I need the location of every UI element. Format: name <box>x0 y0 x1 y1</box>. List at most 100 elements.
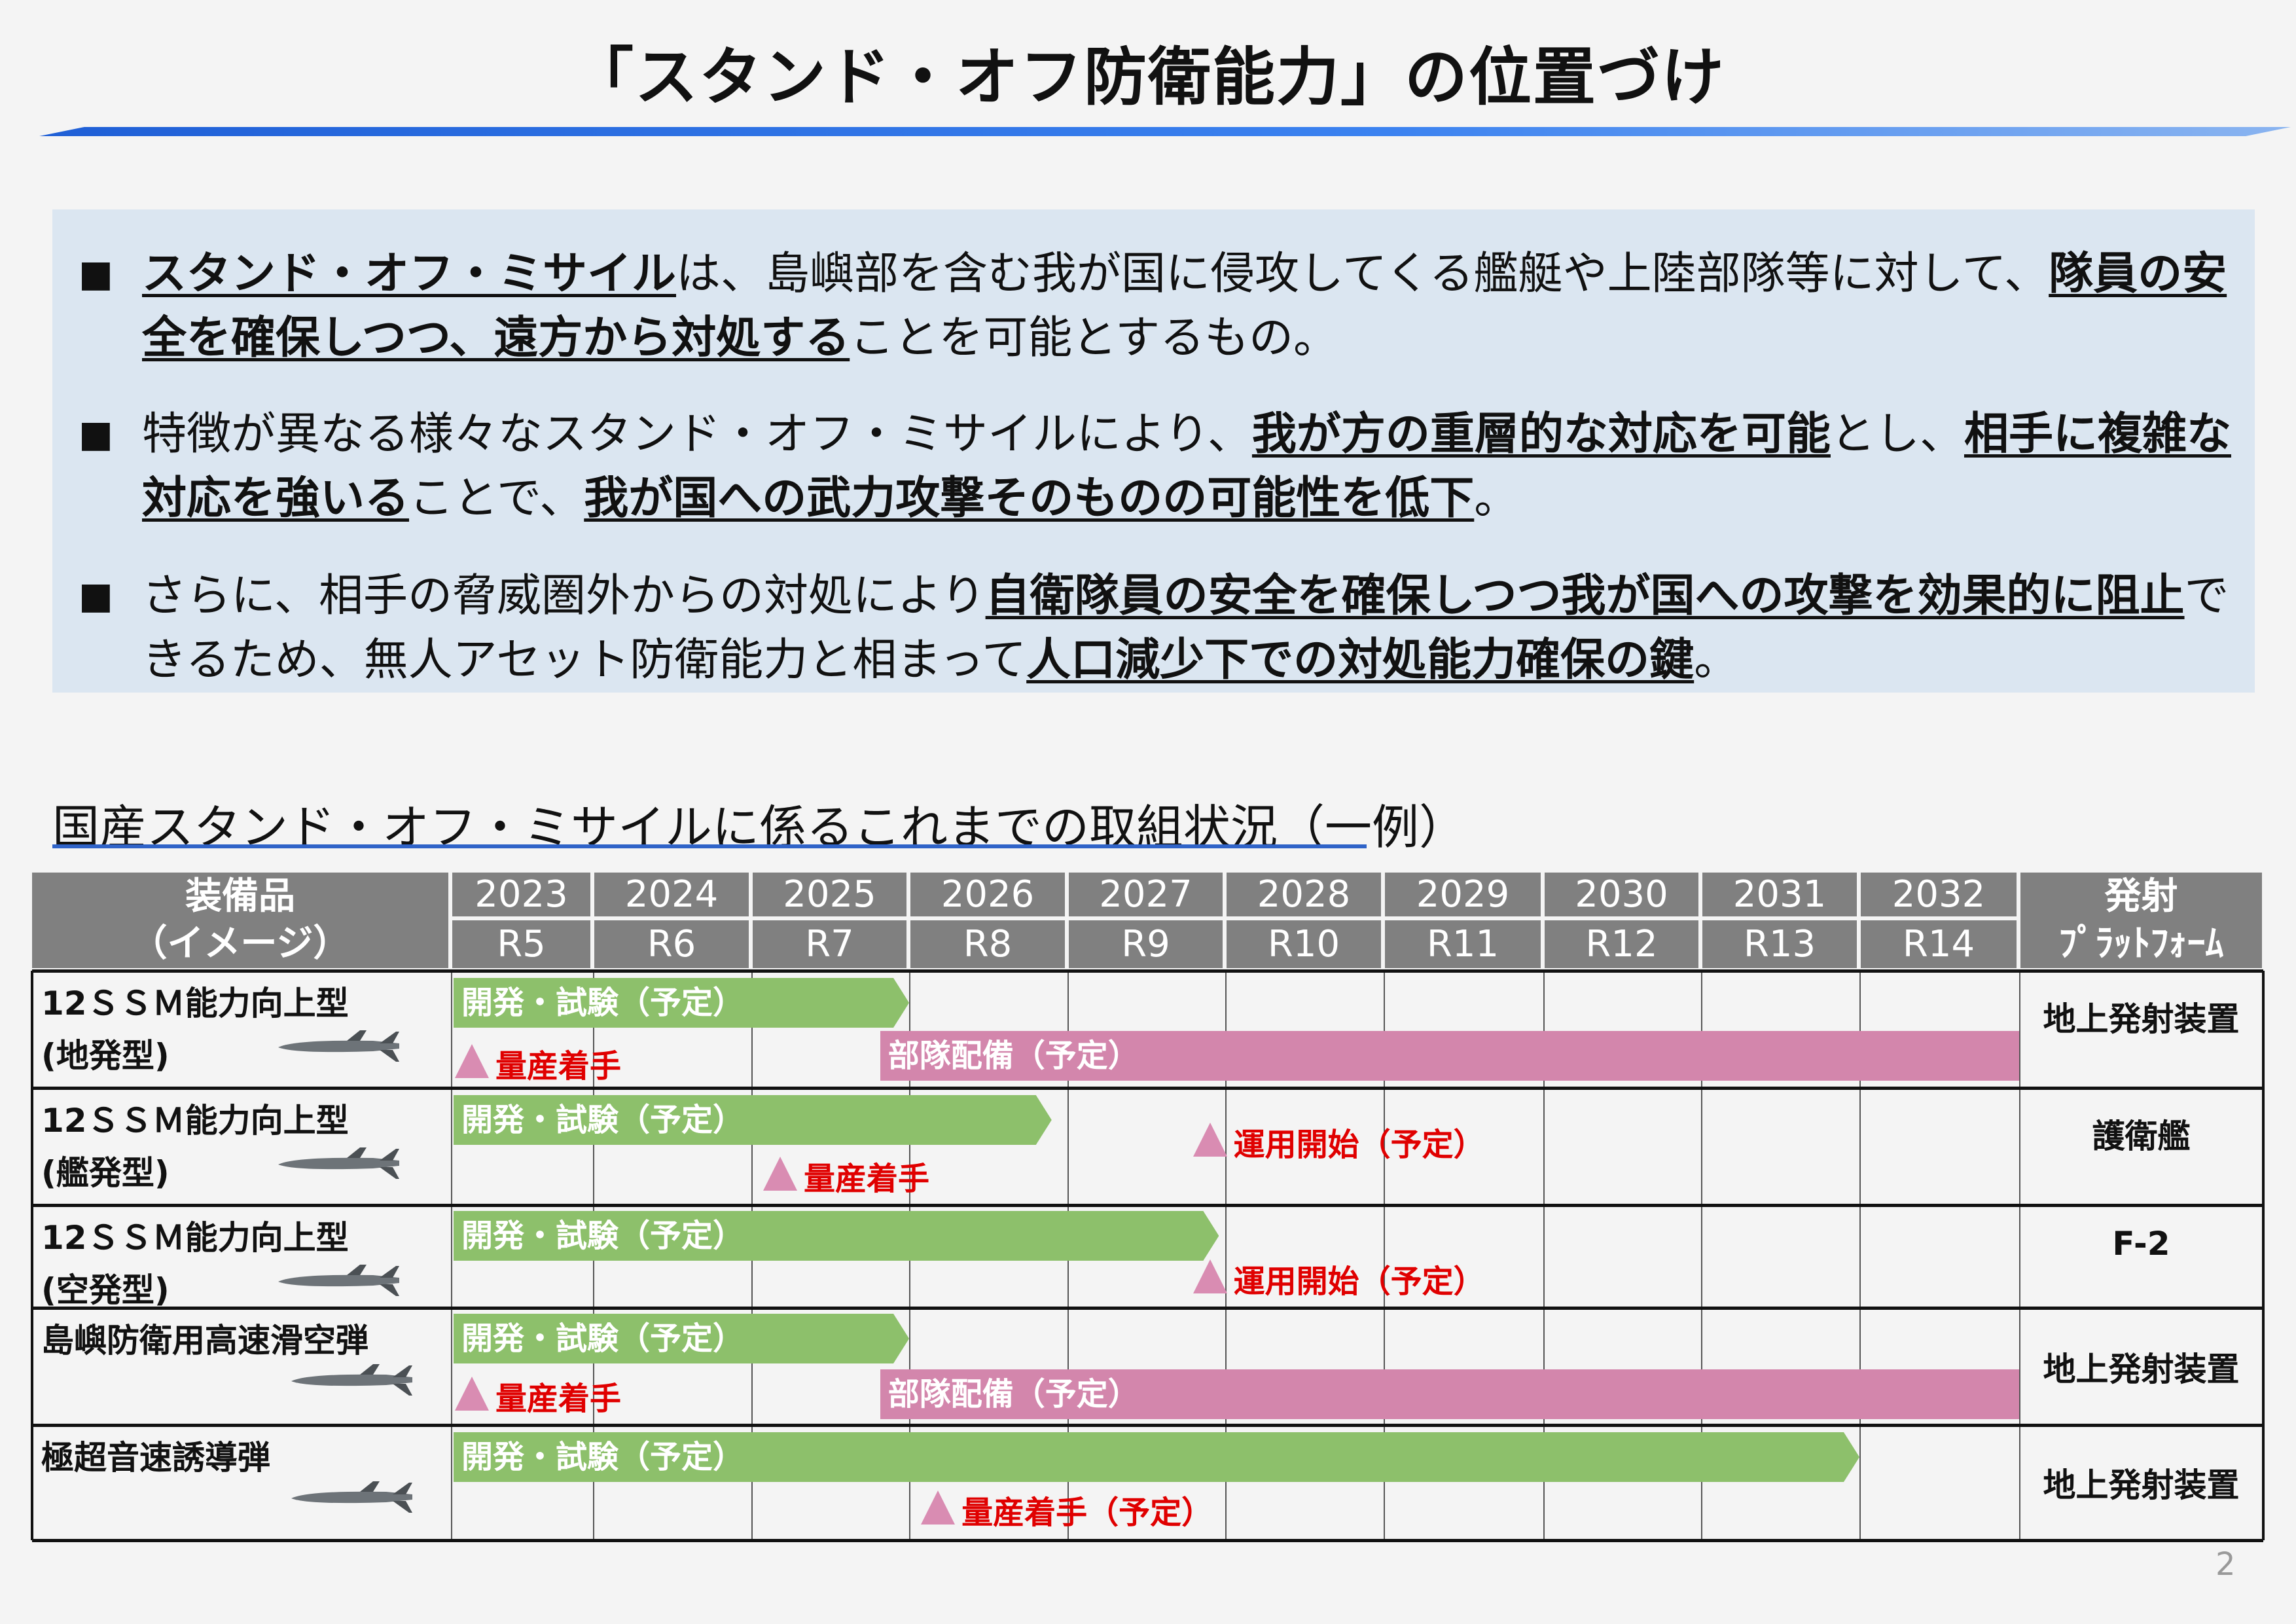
bullet-item: ■ さらに、相手の脅威圏外からの対処により自衛隊員の安全を確保しつつ我が国への攻撃… <box>79 564 2232 693</box>
deployment-bar: 部隊配備（予定） <box>880 1369 2019 1419</box>
header-item: 装備品 （イメージ） <box>32 873 448 968</box>
bullet-item: ■ 特徴が異なる様々なスタンド・オフ・ミサイルにより、我が方の重層的な対応を可能と… <box>79 403 2232 531</box>
deployment-bar: 部隊配備（予定） <box>880 1031 2019 1081</box>
row-label-line: 12ＳＳＭ能力向上型 <box>41 984 349 1022</box>
milestone-triangle-icon <box>1193 1123 1227 1157</box>
bullet-text: ことを可能とするもの。 <box>850 312 1338 364</box>
header-year: 2030 <box>1545 873 1698 916</box>
row-label-line: (地発型) <box>41 1037 170 1075</box>
hypersonic-missile-icon <box>288 1477 419 1519</box>
header-platform: 発射 ﾌﾟﾗｯﾄﾌｫｰﾑ <box>2020 873 2262 968</box>
row-border <box>32 969 2263 973</box>
bullet-text: 。 <box>1694 634 1739 686</box>
grid-line-vertical <box>1225 971 1227 1540</box>
section-underline <box>52 844 1367 848</box>
header-year: 2026 <box>910 873 1065 916</box>
glide-missile-icon <box>288 1360 419 1402</box>
header-item-line: （イメージ） <box>130 922 350 965</box>
header-reiwa: R7 <box>753 920 906 968</box>
row-border <box>32 1087 2263 1090</box>
bullet-item: ■ スタンド・オフ・ミサイルは、島嶼部を含む我が国に侵攻してくる艦艇や上陸部隊等に… <box>79 242 2232 370</box>
platform-cell: 地上発射装置 <box>2043 1350 2240 1388</box>
grid-line-vertical <box>1701 971 1702 1540</box>
missile-icon <box>275 1144 406 1185</box>
bullet-text: さらに、相手の脅威圏外からの対処により <box>142 570 986 622</box>
title-underline <box>39 127 2291 136</box>
page-title: 「スタンド・オフ防衛能力」の位置づけ <box>571 41 1725 114</box>
bullet-text: ことで、 <box>409 473 584 524</box>
grid-line-vertical <box>1859 971 1861 1540</box>
bullet-marker: ■ <box>79 575 113 617</box>
header-reiwa: R11 <box>1385 920 1541 968</box>
row-label-line: 島嶼防衛用高速滑空弾 <box>41 1322 368 1360</box>
table-border <box>31 971 33 1540</box>
milestone-label: 運用開始（予定） <box>1233 1127 1485 1163</box>
development-bar: 開発・試験（予定） <box>454 978 909 1028</box>
row-label: 極超音速誘導弾 <box>41 1432 434 1484</box>
bullet-text: 。 <box>1474 473 1519 524</box>
header-reiwa: R6 <box>594 920 749 968</box>
header-year: 2031 <box>1702 873 1857 916</box>
grid-line-vertical <box>1384 971 1385 1540</box>
milestone-label: 運用開始（予定） <box>1233 1263 1485 1300</box>
header-reiwa: R9 <box>1069 920 1223 968</box>
table-border <box>2262 971 2265 1540</box>
milestone-label: 量産着手 <box>495 1048 622 1085</box>
header-reiwa: R13 <box>1702 920 1857 968</box>
row-label: 12ＳＳＭ能力向上型 (艦発型) <box>41 1094 434 1199</box>
grid-line-vertical <box>1543 971 1545 1540</box>
milestone-label: 量産着手 <box>804 1161 930 1197</box>
bullet-text: とし、 <box>1830 408 1964 460</box>
row-label-line: (艦発型) <box>41 1154 170 1192</box>
platform-cell: F-2 <box>2112 1224 2170 1263</box>
row-label-line: 12ＳＳＭ能力向上型 <box>41 1219 349 1257</box>
development-bar: 開発・試験（予定） <box>454 1211 1219 1261</box>
header-reiwa: R14 <box>1861 920 2017 968</box>
row-border <box>32 1307 2263 1310</box>
development-bar: 開発・試験（予定） <box>454 1095 1052 1145</box>
page-number: 2 <box>2215 1546 2236 1583</box>
emphasis-text: 人口減少下での対処能力確保の鍵 <box>1026 634 1695 686</box>
emphasis-text: 我が国への武力攻撃そのものの可能性を低下 <box>584 473 1475 524</box>
platform-cell: 地上発射装置 <box>2043 1000 2240 1038</box>
emphasis-text: 我が方の重層的な対応を可能 <box>1251 408 1831 460</box>
grid-line-vertical <box>451 971 452 1540</box>
header-platform-line: 発射 <box>2104 875 2178 918</box>
row-border <box>32 1539 2263 1542</box>
row-label-line: (空発型) <box>41 1271 170 1309</box>
milestone-label: 量産着手 <box>495 1380 622 1417</box>
missile-icon <box>275 1026 406 1068</box>
platform-cell: 護衛艦 <box>2092 1117 2191 1155</box>
header-reiwa: R10 <box>1227 920 1381 968</box>
row-label: 12ＳＳＭ能力向上型 (空発型) <box>41 1212 434 1316</box>
bullet-text: できるため、無人アセット防衛能力と相まって <box>142 570 2229 686</box>
header-reiwa: R8 <box>910 920 1065 968</box>
row-label: 12ＳＳＭ能力向上型 (地発型) <box>41 977 434 1082</box>
emphasis-text: 相手に複雑な対応を強いる <box>142 408 2231 524</box>
emphasis-text: スタンド・オフ・ミサイル <box>142 248 677 300</box>
header-year: 2027 <box>1069 873 1223 916</box>
header-year: 2024 <box>594 873 749 916</box>
missile-icon <box>275 1261 406 1303</box>
row-border <box>32 1204 2263 1207</box>
milestone-triangle-icon <box>763 1157 798 1191</box>
bullet-text: 特徴が異なる様々なスタンド・オフ・ミサイルにより、 <box>142 408 1252 460</box>
milestone-triangle-icon <box>921 1490 956 1525</box>
development-bar: 開発・試験（予定） <box>454 1314 909 1363</box>
milestone-label: 量産着手（予定） <box>961 1494 1213 1531</box>
header-reiwa: R12 <box>1545 920 1698 968</box>
emphasis-text: 自衛隊員の安全を確保しつつ我が国への攻撃を効果的に阻止 <box>985 570 2185 622</box>
header-reiwa: R5 <box>452 920 590 968</box>
header-year: 2023 <box>452 873 590 916</box>
grid-line-vertical <box>2019 971 2020 1540</box>
row-label: 島嶼防衛用高速滑空弾 <box>41 1314 434 1367</box>
milestone-triangle-icon <box>455 1377 489 1411</box>
header-platform-line: ﾌﾟﾗｯﾄﾌｫｰﾑ <box>2058 922 2224 965</box>
header-year: 2029 <box>1385 873 1541 916</box>
milestone-triangle-icon <box>1193 1259 1227 1293</box>
header-item-line: 装備品 <box>185 875 295 918</box>
header-year: 2028 <box>1227 873 1381 916</box>
row-label-line: 極超音速誘導弾 <box>41 1439 270 1477</box>
milestone-triangle-icon <box>455 1044 489 1078</box>
row-border <box>32 1424 2263 1427</box>
